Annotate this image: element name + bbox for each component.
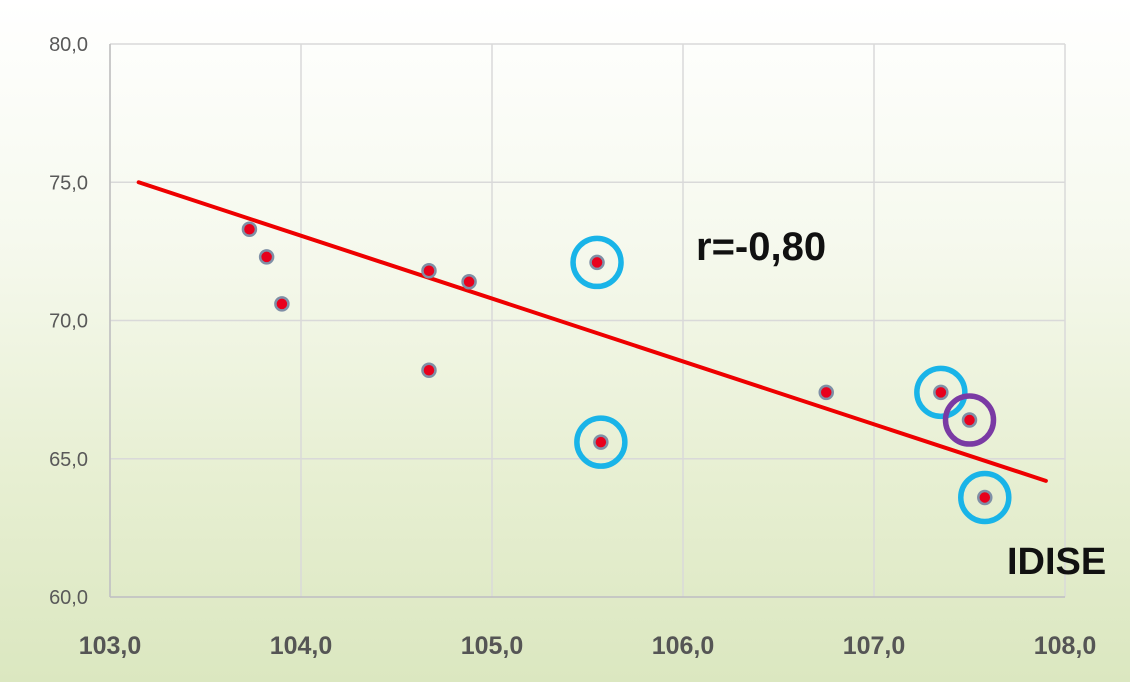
highlight-circle-blue: [958, 470, 1012, 525]
y-tick-label: 80,0: [49, 34, 88, 56]
data-point: [241, 221, 258, 238]
data-point: [589, 254, 605, 271]
data-points: [241, 221, 993, 506]
highlight-circle-blue: [914, 365, 968, 420]
correlation-annotation: r=-0,80: [696, 225, 826, 269]
data-point: [593, 434, 609, 450]
data-point: [274, 296, 290, 312]
data-point: [421, 262, 437, 279]
x-tick-label: 105,0: [461, 632, 524, 660]
y-tick-label: 60,0: [49, 587, 88, 609]
y-tick-label: 75,0: [49, 172, 88, 194]
data-point: [977, 489, 993, 506]
highlight-circle-blue: [570, 235, 624, 290]
y-tick-labels: 60,0 65,0 70,0 75,0 80,0: [49, 34, 88, 609]
trendline: [136, 180, 1048, 483]
idise-label: IDISE: [1007, 541, 1106, 583]
data-point: [818, 384, 834, 401]
grid-lines: [109, 43, 1066, 598]
x-tick-label: 103,0: [79, 632, 142, 660]
data-point: [461, 274, 477, 290]
x-tick-label: 108,0: [1034, 632, 1097, 660]
data-point: [258, 249, 275, 265]
highlight-circle-blue: [574, 415, 628, 469]
data-point: [933, 384, 949, 401]
y-tick-label: 70,0: [49, 311, 88, 333]
axes: [109, 44, 1065, 598]
x-tick-labels: 103,0 104,0 105,0 106,0 107,0 108,0: [79, 632, 1097, 660]
x-tick-label: 104,0: [270, 632, 333, 660]
x-tick-label: 106,0: [652, 632, 715, 660]
y-tick-label: 65,0: [49, 449, 88, 471]
highlight-circles: [570, 235, 1012, 525]
data-point: [961, 412, 978, 428]
x-tick-label: 107,0: [843, 632, 906, 660]
data-point: [421, 362, 437, 379]
highlight-circle-purple: [942, 393, 997, 447]
